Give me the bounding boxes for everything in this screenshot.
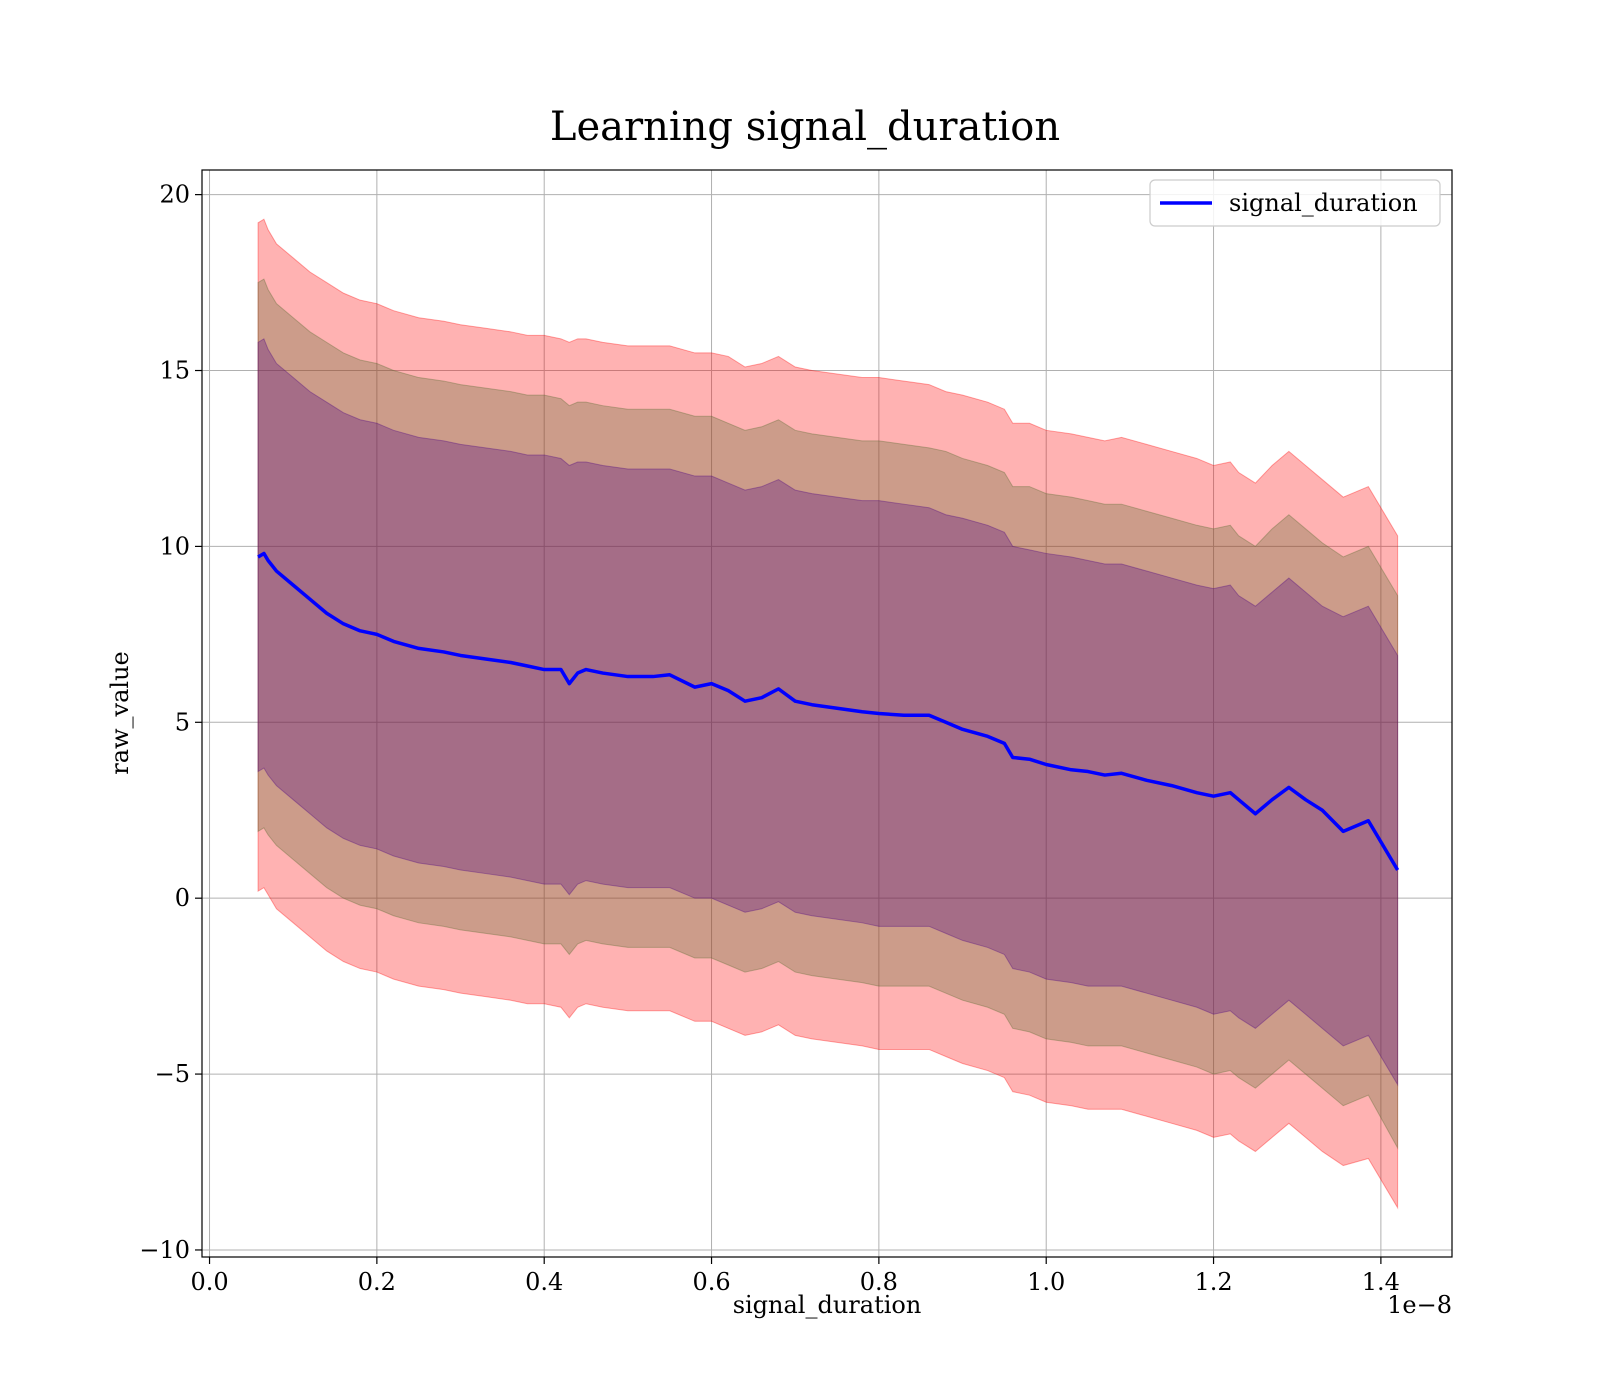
y-axis-ticks: −10 −5 0 5 10 15 20 [139,181,202,1264]
y-tick-label: −5 [155,1060,190,1088]
x-tick-label: 1.0 [1027,1268,1065,1296]
legend-box [1149,179,1441,227]
x-axis-ticks: 0.0 0.2 0.4 0.6 0.8 1.0 1.2 1.4 [190,1257,1400,1296]
grid-lines [202,170,1452,1257]
series-lines [257,551,1400,871]
y-tick-label: −10 [139,1236,190,1264]
x-tick-label: 0.2 [358,1268,396,1296]
y-tick-label: 15 [159,357,190,385]
y-tick-label: 10 [159,532,190,560]
legend: signal_duration [1149,179,1441,227]
chart-title: Learning signal_duration [550,104,1060,150]
x-axis-label: signal_duration [733,1291,922,1319]
y-tick-label: 20 [159,181,190,209]
x-tick-label: 0.8 [860,1268,898,1296]
plot-frame [201,169,1453,1258]
confidence-band-3 [257,338,1399,1087]
x-tick-label: 0.0 [190,1268,228,1296]
x-tick-label: 0.4 [525,1268,563,1296]
x-tick-label: 0.6 [692,1268,730,1296]
confidence-bands [257,218,1399,1210]
confidence-band-2 [257,278,1399,1150]
y-tick-label: 5 [175,708,190,736]
x-tick-label: 1.4 [1362,1268,1400,1296]
x-tick-label: 1.2 [1194,1268,1232,1296]
confidence-band-1 [257,218,1399,1210]
series-line-1 [257,551,1400,871]
x-axis-offset-label: 1e−8 [1387,1291,1452,1319]
legend-label: signal_duration [1229,189,1418,217]
y-axis-label: raw_value [106,651,134,775]
y-tick-label: 0 [175,884,190,912]
